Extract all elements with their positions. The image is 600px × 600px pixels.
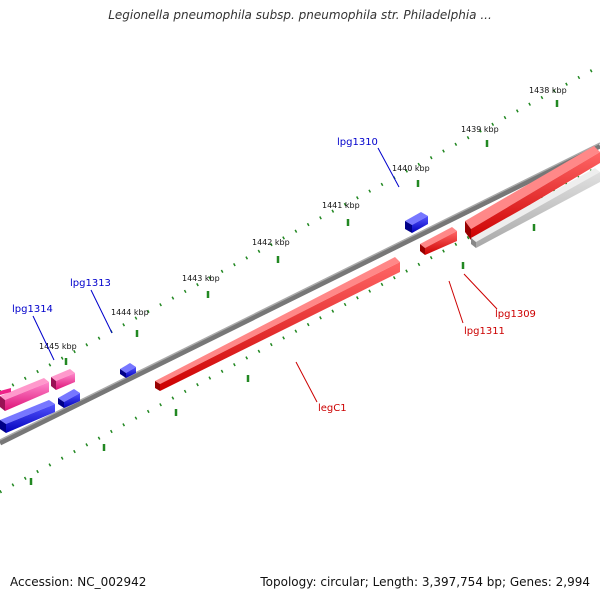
scale-label-1443: 1443 kbp — [182, 274, 220, 283]
inner-major-ticks — [29, 224, 536, 485]
gene-lpg1309[interactable] — [465, 146, 600, 240]
genome-backbone — [0, 142, 600, 446]
pseudo-gene[interactable] — [471, 168, 600, 248]
gene-lpg1313[interactable] — [120, 363, 136, 378]
gene-blue-small[interactable] — [58, 389, 80, 408]
map-title: Legionella pneumophila subsp. pneumophil… — [108, 8, 492, 22]
gene-lpg1314[interactable] — [0, 400, 55, 433]
rna-gene-left-edge[interactable] — [0, 388, 11, 395]
gene-lpg1311[interactable] — [420, 227, 457, 255]
scale-label-1440: 1440 kbp — [392, 164, 430, 173]
scale-label-1445: 1445 kbp — [39, 342, 77, 351]
genome-stats-text: Topology: circular; Length: 3,397,754 bp… — [260, 575, 590, 589]
accession-text: Accession: NC_002942 — [10, 575, 147, 589]
label-legC1: legC1 — [318, 403, 347, 414]
label-lpg1313: lpg1313 — [70, 278, 111, 289]
scale-label-1438: 1438 kbp — [529, 86, 567, 95]
gene-lpg1310[interactable] — [405, 212, 428, 233]
outer-major-ticks — [64, 100, 559, 365]
label-lpg1310: lpg1310 — [337, 137, 378, 148]
label-lpg1314: lpg1314 — [12, 304, 53, 315]
scale-label-1442: 1442 kbp — [252, 238, 290, 247]
scale-labels: 1438 kbp 1439 kbp 1440 kbp 1441 kbp 1442… — [39, 86, 567, 351]
gene-legC1[interactable] — [155, 257, 400, 391]
label-lpg1311: lpg1311 — [464, 326, 505, 337]
scale-label-1439: 1439 kbp — [461, 125, 499, 134]
label-connectors — [32, 147, 498, 403]
scale-label-1441: 1441 kbp — [322, 201, 360, 210]
rna-gene-small[interactable] — [51, 369, 75, 390]
label-lpg1309: lpg1309 — [495, 309, 536, 320]
scale-label-1444: 1444 kbp — [111, 308, 149, 317]
rna-gene-large[interactable] — [0, 378, 49, 411]
